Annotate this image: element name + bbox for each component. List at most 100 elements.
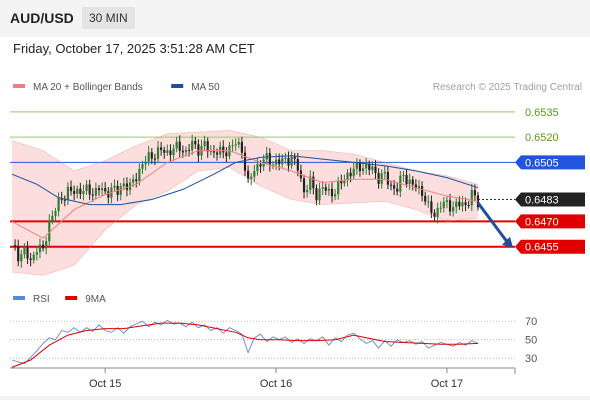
candle-body: [197, 144, 200, 156]
candle-body: [358, 163, 362, 172]
candle-body: [476, 195, 480, 208]
candle-body: [132, 179, 135, 183]
bollinger-lower-line: [11, 167, 479, 276]
candle-body: [113, 185, 116, 188]
candle-body: [41, 244, 45, 249]
candle-body: [150, 152, 153, 159]
candle-body: [203, 141, 206, 147]
candle-body: [88, 184, 91, 195]
candle-body: [281, 157, 284, 165]
candle-body: [461, 202, 464, 207]
price-tag-box: [515, 192, 585, 207]
candle-body: [191, 140, 194, 151]
level-label: 0.6520: [525, 132, 559, 144]
candle-body: [411, 179, 414, 185]
candle-body: [20, 254, 23, 262]
candle-body: [259, 164, 262, 167]
candle-body: [76, 188, 79, 194]
candle-body: [274, 159, 278, 165]
candle-body: [321, 187, 324, 189]
candle-body: [125, 183, 129, 190]
candle-body: [287, 157, 290, 166]
candle-body: [386, 171, 389, 185]
candle-body: [265, 153, 268, 160]
legend-swatch: [13, 84, 25, 88]
candle-body: [337, 180, 340, 195]
legend-label: RSI: [33, 294, 50, 305]
candle-body: [225, 152, 228, 157]
candle-body: [442, 201, 445, 208]
candle-body: [212, 151, 216, 153]
candle-body: [433, 212, 436, 218]
price-tag-label: 0.6505: [525, 157, 559, 169]
legend-swatch: [171, 84, 184, 88]
candle-body: [309, 176, 312, 190]
candle-body: [178, 141, 181, 151]
candle-body: [38, 244, 42, 253]
candle-body: [349, 172, 352, 177]
candle-body: [383, 171, 386, 174]
candle-body: [141, 164, 144, 169]
candle-body: [458, 201, 461, 207]
candle-body: [222, 146, 225, 153]
candle-body: [209, 151, 212, 153]
candle-body: [237, 141, 240, 145]
bollinger-upper-line: [11, 130, 479, 185]
candle-body: [284, 157, 287, 159]
bollinger-band-fill: [12, 130, 478, 276]
candle-body: [424, 195, 427, 202]
chart-header: AUD/USD 30 MIN: [0, 0, 590, 37]
candle-body: [470, 190, 473, 206]
candle-body: [268, 153, 271, 166]
rsi-ma-line: [11, 322, 479, 368]
candle-body: [408, 179, 411, 185]
candle-body: [389, 184, 393, 186]
candle-body: [271, 164, 275, 166]
candle-body: [318, 188, 321, 201]
candle-body: [334, 194, 337, 197]
timeframe-button[interactable]: 30 MIN: [82, 7, 135, 29]
candle-body: [57, 198, 60, 212]
candle-body: [153, 158, 156, 160]
x-tick-label: Oct 17: [431, 378, 463, 390]
candle-body: [184, 149, 188, 153]
candle-body: [82, 190, 85, 194]
candle-body: [467, 204, 470, 206]
candle-body: [35, 252, 38, 255]
candle-body: [97, 188, 101, 191]
candle-body: [206, 141, 209, 152]
candle-body: [414, 184, 417, 189]
candle-body: [79, 188, 82, 194]
candle-body: [234, 144, 237, 146]
candle-body: [420, 186, 424, 196]
candle-body: [312, 176, 315, 189]
candle-body: [371, 166, 374, 170]
candle-body: [355, 163, 358, 169]
candle-body: [368, 164, 371, 170]
candle-body: [278, 159, 281, 165]
price-tag-label: 0.6470: [525, 216, 559, 228]
candle-body: [340, 180, 343, 184]
candle-body: [324, 187, 327, 191]
candle-body: [240, 141, 243, 153]
candle-body: [104, 188, 107, 192]
candle-body: [361, 168, 365, 172]
candle-body: [402, 174, 405, 176]
chart-datetime: Friday, October 17, 2025 3:51:28 AM CET: [13, 41, 255, 56]
candle-body: [430, 201, 433, 213]
candle-body: [23, 247, 26, 255]
candle-body: [374, 166, 377, 174]
candle-body: [91, 194, 94, 196]
price-tag-box: [515, 155, 585, 170]
candle-body: [346, 172, 349, 181]
candle-body: [293, 156, 296, 159]
candle-body: [144, 161, 147, 165]
candle-body: [405, 174, 408, 185]
candle-body: [302, 178, 306, 193]
rsi-tick-label: 30: [525, 353, 537, 365]
forecast-arrow: [476, 201, 509, 243]
candle-body: [156, 147, 160, 159]
candle-body: [352, 168, 355, 177]
candle-body: [455, 201, 458, 208]
candle-body: [163, 150, 166, 153]
